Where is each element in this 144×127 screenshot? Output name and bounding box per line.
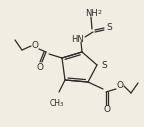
Text: NH: NH <box>85 9 97 18</box>
Text: O: O <box>116 82 124 91</box>
Text: O: O <box>32 42 38 51</box>
Text: O: O <box>36 62 43 72</box>
Text: O: O <box>104 106 110 115</box>
Text: 2: 2 <box>98 10 102 14</box>
Text: 3: 3 <box>59 101 63 107</box>
Text: HN: HN <box>72 35 84 44</box>
Text: S: S <box>101 60 107 69</box>
Text: S: S <box>106 22 112 31</box>
Text: CH: CH <box>50 99 60 107</box>
